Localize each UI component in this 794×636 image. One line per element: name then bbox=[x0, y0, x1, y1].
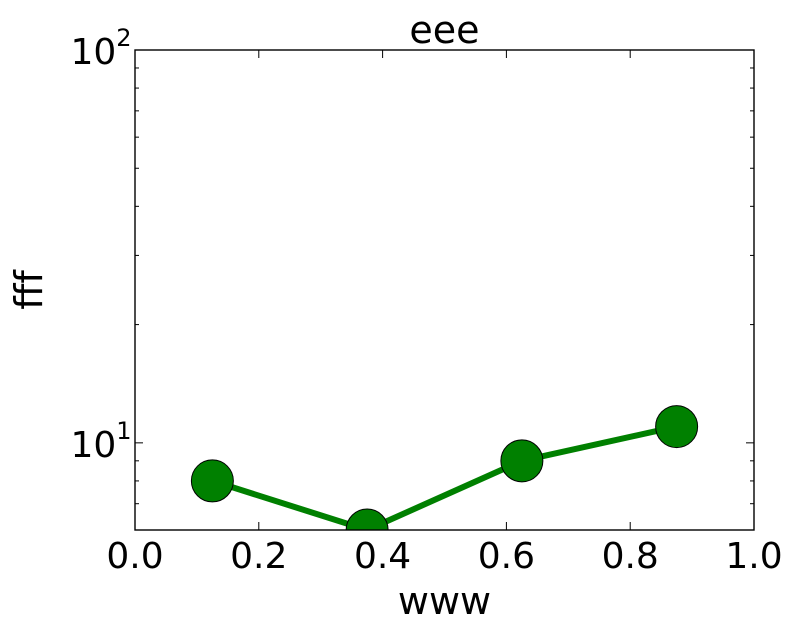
data-point bbox=[345, 508, 389, 530]
data-point bbox=[500, 439, 544, 483]
data-point bbox=[655, 405, 699, 449]
x-tick-label: 0.4 bbox=[354, 536, 411, 577]
chart-title: eee bbox=[409, 8, 479, 52]
series-line bbox=[211, 423, 678, 530]
y-tick-label: 101 bbox=[70, 417, 131, 466]
y-axis-label: fff bbox=[7, 269, 51, 310]
x-tick-label: 0.0 bbox=[106, 536, 163, 577]
plot-series bbox=[190, 405, 699, 530]
x-axis-label: www bbox=[398, 579, 491, 623]
x-tick-label: 0.8 bbox=[602, 536, 659, 577]
plot-frame bbox=[134, 49, 755, 531]
data-point bbox=[190, 459, 234, 503]
axis-ticks: 0.0 0.2 0.4 0.6 0.8 1.0 101 102 bbox=[70, 24, 782, 577]
x-tick-label: 1.0 bbox=[725, 536, 782, 577]
series-group bbox=[190, 405, 699, 530]
y-tick-label: 102 bbox=[70, 24, 131, 73]
x-tick-label: 0.6 bbox=[478, 536, 535, 577]
x-tick-label: 0.2 bbox=[230, 536, 287, 577]
